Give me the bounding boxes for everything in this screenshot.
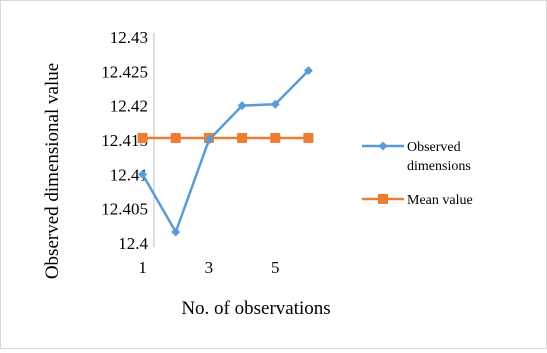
legend-marker bbox=[378, 194, 388, 204]
y-tick-label: 12.42 bbox=[110, 97, 148, 116]
data-point bbox=[303, 66, 313, 76]
legend-marker bbox=[378, 141, 388, 151]
series-observed-dimensions bbox=[138, 66, 313, 237]
y-tick-label: 12.405 bbox=[101, 200, 148, 219]
data-point bbox=[303, 132, 314, 143]
y-tick-label: 12.425 bbox=[101, 62, 148, 81]
data-point bbox=[237, 132, 248, 143]
y-tick-label: 12.41 bbox=[110, 165, 148, 184]
data-point bbox=[137, 132, 148, 143]
series-line bbox=[141, 69, 310, 234]
data-point bbox=[237, 101, 247, 111]
data-point bbox=[270, 99, 280, 109]
x-tick-label: 3 bbox=[205, 258, 214, 277]
legend-label: Observed bbox=[407, 140, 461, 155]
data-point bbox=[138, 169, 148, 179]
data-point bbox=[270, 132, 281, 143]
x-axis-title: No. of observations bbox=[181, 298, 330, 319]
x-tick-label: 5 bbox=[271, 258, 280, 277]
data-point bbox=[171, 227, 181, 237]
legend-label: dimensions bbox=[407, 159, 471, 174]
legend-entry: Observed dimensions bbox=[362, 140, 471, 174]
y-tick-label: 12.43 bbox=[110, 28, 148, 47]
data-point bbox=[204, 135, 214, 145]
x-tick-label: 1 bbox=[138, 258, 147, 277]
y-tick-label: 12.4 bbox=[118, 234, 148, 253]
legend-entry: Mean value bbox=[362, 193, 473, 208]
line-chart: Observed dimensional value No. of observ… bbox=[42, 28, 473, 319]
y-tick-label: 12.415 bbox=[101, 131, 148, 150]
data-point bbox=[170, 132, 181, 143]
legend-label: Mean value bbox=[407, 193, 473, 208]
y-axis-title: Observed dimensional value bbox=[42, 63, 63, 279]
series-mean-value bbox=[137, 132, 314, 143]
